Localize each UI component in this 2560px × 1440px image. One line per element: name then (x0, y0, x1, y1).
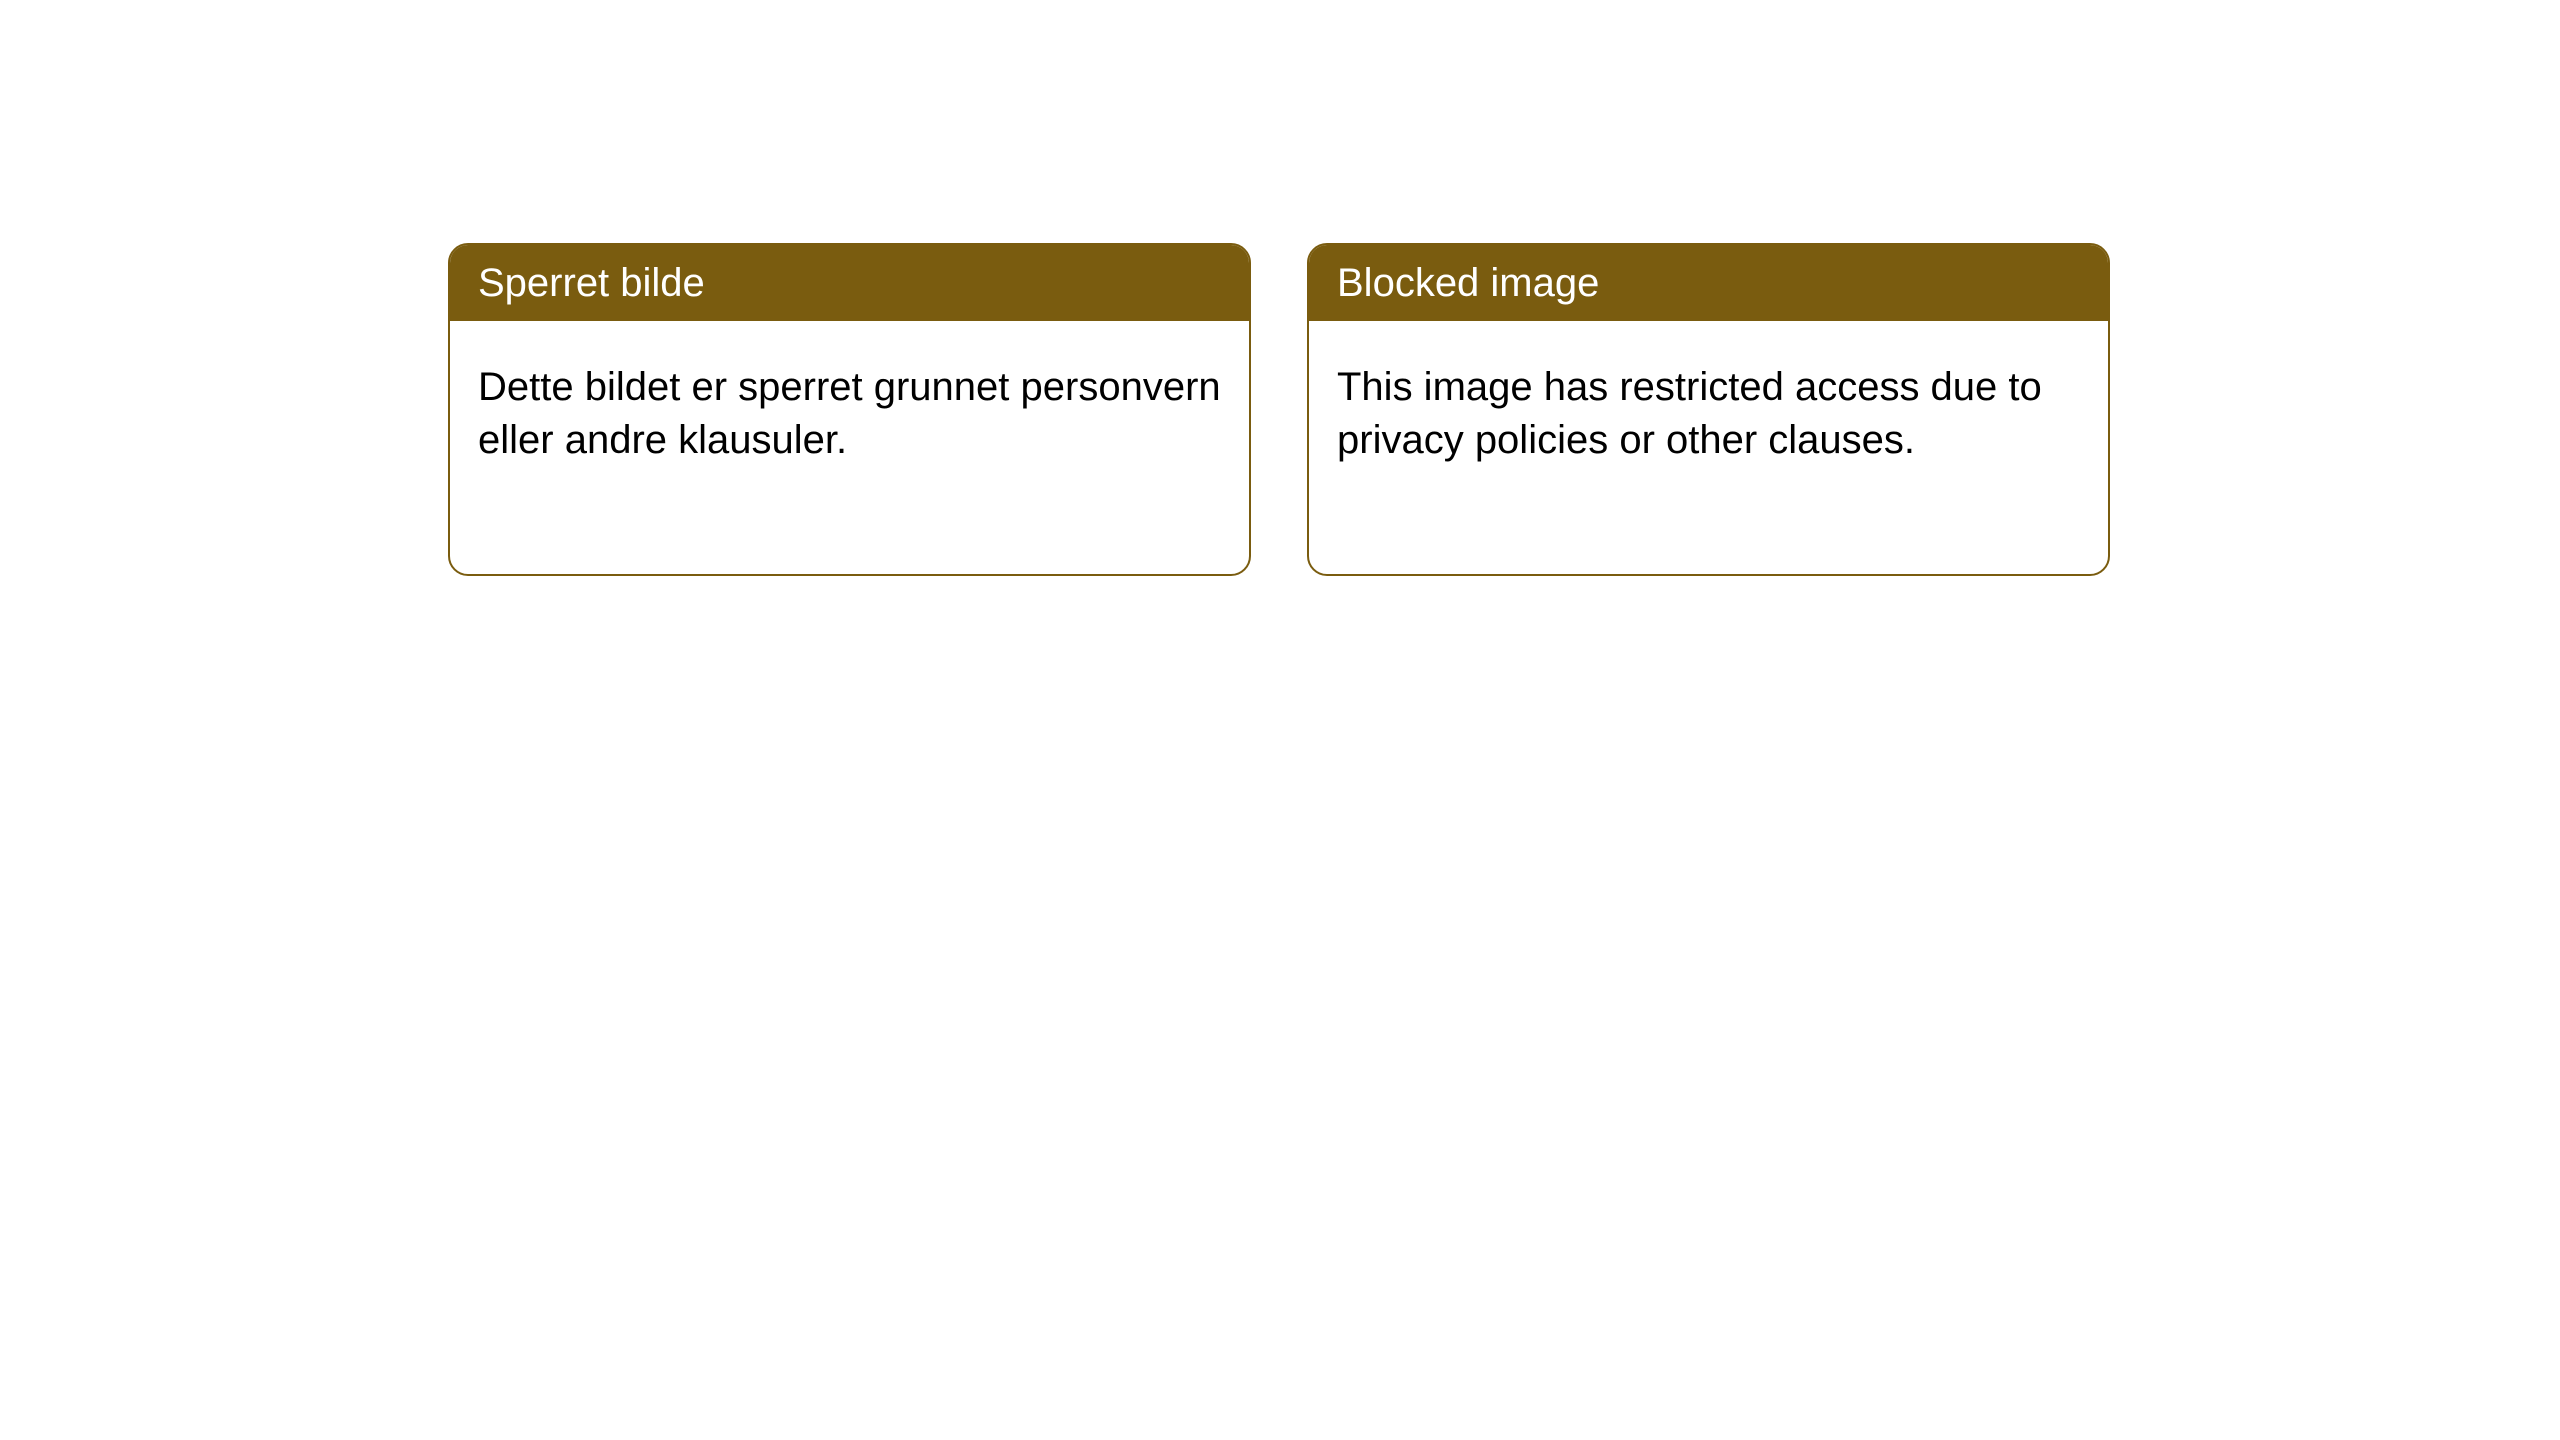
notice-body: This image has restricted access due to … (1309, 321, 2108, 507)
notices-container: Sperret bilde Dette bildet er sperret gr… (448, 243, 2110, 576)
notice-card-english: Blocked image This image has restricted … (1307, 243, 2110, 576)
notice-header: Sperret bilde (450, 245, 1249, 321)
notice-header: Blocked image (1309, 245, 2108, 321)
notice-card-norwegian: Sperret bilde Dette bildet er sperret gr… (448, 243, 1251, 576)
notice-body: Dette bildet er sperret grunnet personve… (450, 321, 1249, 507)
